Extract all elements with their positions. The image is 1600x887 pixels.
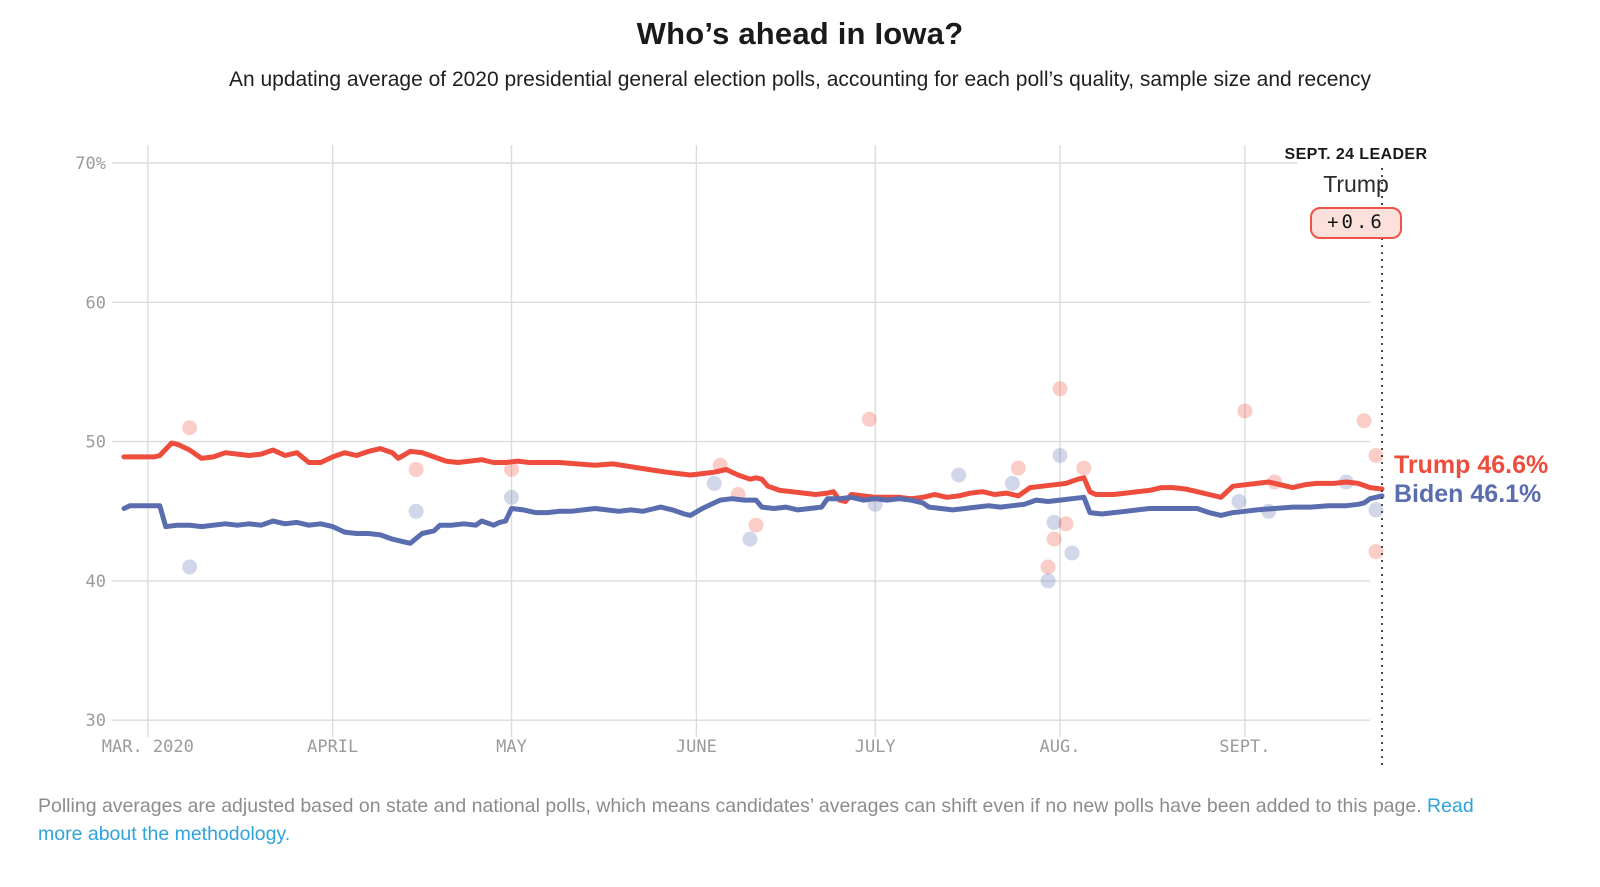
poll-dot-trump bbox=[1052, 381, 1068, 397]
page-title: Who’s ahead in Iowa? bbox=[636, 16, 964, 51]
poll-dot-trump bbox=[748, 517, 764, 533]
poll-dot-trump bbox=[1356, 413, 1372, 429]
y-axis-label-70: 70% bbox=[75, 154, 106, 174]
poll-dot-biden bbox=[408, 503, 424, 519]
poll-dot-biden bbox=[706, 475, 722, 491]
x-axis-label: MAR. 2020 bbox=[102, 737, 194, 757]
x-axis-label: AUG. bbox=[1040, 737, 1081, 757]
poll-dot-trump bbox=[408, 462, 424, 477]
poll-dot-trump bbox=[1368, 544, 1384, 560]
poll-dot-biden bbox=[1004, 475, 1020, 491]
poll-dot-biden bbox=[1064, 545, 1080, 561]
y-axis-label-60: 60 bbox=[86, 293, 106, 313]
poll-dot-trump bbox=[1237, 403, 1253, 419]
leader-annotation: SEPT. 24 LEADER Trump +0.6 bbox=[1248, 146, 1464, 239]
trump-line-label: Trump 46.6% bbox=[1394, 451, 1549, 479]
poll-dot-trump bbox=[1010, 460, 1026, 476]
trump-average-line bbox=[121, 440, 1385, 504]
poll-dot-biden bbox=[951, 467, 967, 483]
methodology-note-text: Polling averages are adjusted based on s… bbox=[38, 795, 1428, 817]
methodology-link[interactable]: Read more about the methodology. bbox=[38, 795, 1474, 845]
methodology-note: Polling averages are adjusted based on s… bbox=[38, 792, 1506, 848]
x-axis-label: JULY bbox=[855, 737, 896, 757]
x-axis-label: APRIL bbox=[307, 737, 358, 757]
poll-dot-biden bbox=[1046, 514, 1062, 530]
poll-dot-biden bbox=[1368, 502, 1384, 518]
x-axis-label: MAY bbox=[496, 737, 527, 757]
poll-dot-trump bbox=[861, 411, 877, 427]
poll-dot-trump bbox=[1076, 460, 1092, 476]
poll-dot-biden bbox=[504, 489, 519, 505]
leader-name: Trump bbox=[1323, 171, 1389, 197]
poll-dot-biden bbox=[1052, 448, 1068, 463]
biden-average-line bbox=[121, 493, 1385, 546]
x-axis-label: JUNE bbox=[676, 737, 717, 757]
poll-dot-trump bbox=[1040, 559, 1056, 575]
x-axis-label: SEPT. bbox=[1219, 737, 1270, 757]
poll-dot-biden bbox=[1040, 573, 1056, 589]
y-axis-label-40: 40 bbox=[86, 572, 106, 592]
leader-margin-badge: +0.6 bbox=[1310, 207, 1402, 239]
poll-dot-biden bbox=[742, 531, 758, 547]
poll-dot-trump bbox=[1046, 531, 1062, 547]
poll-dot-trump bbox=[182, 420, 198, 436]
poll-dot-biden bbox=[1231, 494, 1247, 509]
poll-dot-trump bbox=[1368, 448, 1384, 463]
poll-dot-trump bbox=[504, 462, 519, 477]
y-axis-label-50: 50 bbox=[86, 433, 106, 453]
y-axis-label-30: 30 bbox=[86, 711, 106, 731]
page-subtitle: An updating average of 2020 presidential… bbox=[228, 68, 1372, 91]
poll-dot-biden bbox=[182, 559, 198, 575]
biden-line-label: Biden 46.1% bbox=[1394, 480, 1542, 508]
leader-heading: SEPT. 24 LEADER bbox=[1284, 146, 1428, 163]
poll-dot-trump bbox=[1058, 516, 1074, 532]
